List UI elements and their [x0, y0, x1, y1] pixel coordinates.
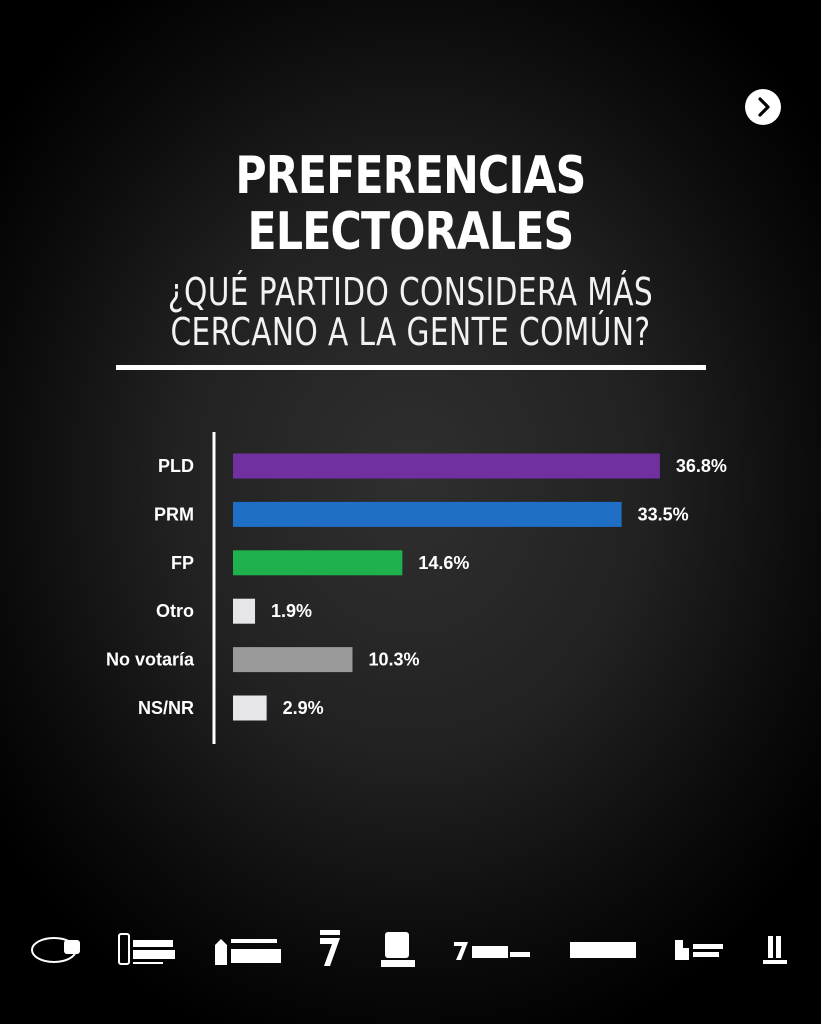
value-label: 36.8% — [676, 456, 727, 476]
bar-pld — [233, 453, 660, 479]
bar-prm — [233, 501, 622, 527]
logo-proceso — [568, 938, 638, 962]
bar-otro — [233, 598, 256, 624]
chart-subtitle-line-1: ¿QUÉ PARTIDO CONSIDERA MÁS — [167, 270, 654, 314]
bar-ns-nr — [233, 695, 267, 721]
category-label: PRM — [154, 504, 194, 524]
category-label: FP — [171, 553, 194, 573]
value-label: 14.6% — [418, 553, 469, 573]
maguana-logo-mark — [214, 939, 281, 965]
sponsor-logos — [30, 922, 790, 978]
bar-fp — [233, 550, 403, 576]
category-label: PLD — [158, 456, 194, 476]
turismo-global-logo-mark — [674, 940, 723, 960]
logo-maguana — [213, 933, 283, 967]
proceso-logo-mark — [569, 942, 636, 958]
category-label: No votaría — [106, 650, 195, 670]
logo-11-mark — [763, 936, 787, 964]
ahora-3-logo-mark — [381, 932, 415, 967]
chart-subtitle-line-2: CERCANO A LA GENTE COMÚN? — [170, 310, 651, 354]
category-label: Otro — [156, 601, 194, 621]
logo-larena — [30, 932, 82, 968]
logo-ahora-3 — [379, 930, 417, 970]
logo-turismo-global — [673, 936, 725, 964]
chart-title-line-1: PREFERENCIAS — [235, 146, 586, 206]
logo-7dias — [452, 936, 532, 964]
larena-logo-mark — [31, 937, 80, 963]
super-7-logo-mark — [319, 930, 340, 966]
chevron-right-icon — [758, 97, 770, 117]
7dias-logo-mark — [454, 942, 531, 960]
radio-anacaona-logo-mark — [118, 933, 176, 965]
chart-title-line-2: ELECTORALES — [247, 202, 575, 262]
value-label: 33.5% — [638, 504, 689, 524]
title-divider — [116, 365, 706, 370]
value-label: 1.9% — [271, 601, 312, 621]
bar-no-votar-a — [233, 647, 353, 673]
next-slide-button[interactable] — [745, 89, 781, 125]
value-label: 2.9% — [283, 698, 324, 718]
logo-11 — [760, 932, 790, 968]
value-label: 10.3% — [368, 650, 419, 670]
category-label: NS/NR — [138, 698, 194, 718]
logo-super-7 — [318, 928, 344, 972]
logo-radio-anacaona — [117, 930, 177, 970]
